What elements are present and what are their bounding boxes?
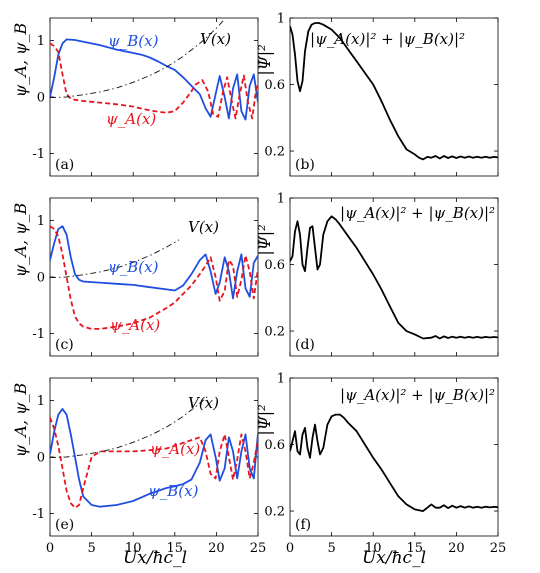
annotation-psiA: ψ_A(x) <box>110 316 160 334</box>
y-tick-label: 0.2 <box>264 325 285 340</box>
y-tick-label: 0.2 <box>264 505 285 520</box>
panel-2: -1 0 1 ψ_A, ψ_B ψ_B(x) ψ_A(x) V(x) (c) <box>11 197 259 357</box>
y-tick-label: -1 <box>32 147 45 162</box>
panel-label: (b) <box>295 157 315 173</box>
series-line <box>290 215 498 340</box>
annotation-psiB: ψ_B(x) <box>108 32 159 50</box>
annotation-psiB: ψ_B(x) <box>148 482 199 500</box>
panel-label: (d) <box>295 337 315 353</box>
panel-0: -1 0 1 ψ_A, ψ_B ψ_B(x) ψ_A(x) V(x) (a) <box>11 17 259 177</box>
series-line <box>290 413 498 513</box>
y-tick-label: 0.2 <box>264 145 285 160</box>
panel-5: 0 5 10 15 20 25 0.2 0.6 1 |Ψ|² |ψ_A(x)|² + |ψ_B(x)… <box>255 372 506 557</box>
x-tick-label: 0 <box>286 541 294 556</box>
series-line <box>50 408 258 508</box>
panel-3: 0.2 0.6 1 |Ψ|² |ψ_A(x)|² + |ψ_B(x)|² (d) <box>255 192 499 357</box>
annotation-V: V(x) <box>188 218 219 236</box>
axes-frame <box>289 377 499 537</box>
y-tick-label: 0.6 <box>264 78 285 93</box>
annotation-norm: |ψ_A(x)|² + |ψ_B(x)|² <box>340 204 495 222</box>
panel-label: (c) <box>55 337 74 353</box>
y-tick-label: -1 <box>32 327 45 342</box>
series-line <box>50 225 258 300</box>
y-tick-label: 1 <box>37 394 45 409</box>
series-line <box>50 417 258 509</box>
x-tick-label: 15 <box>407 541 424 556</box>
y-tick-label: 0 <box>37 91 45 106</box>
y-axis-label: ψ_A, ψ_B <box>11 22 30 97</box>
y-axis-label: ψ_A, ψ_B <box>11 382 30 457</box>
annotation-psiA: ψ_A(x) <box>106 110 156 128</box>
axes-frame <box>289 17 499 177</box>
y-axis-label: |Ψ|² <box>255 224 274 255</box>
y-tick-label: 1 <box>277 372 285 387</box>
y-tick-label: -1 <box>32 507 45 522</box>
panel-label: (e) <box>55 517 74 533</box>
annotation-psiA: ψ_A(x) <box>150 440 200 458</box>
series-line <box>290 22 498 161</box>
panel-4: 0 5 10 15 20 25 -1 0 1 ψ_A, ψ_B ψ_B(x) ψ_A(x) V(x) (e… <box>11 377 267 556</box>
annotation-norm: |ψ_A(x)|² + |ψ_B(x)|² <box>340 386 495 404</box>
x-tick-label: 0 <box>46 541 54 556</box>
series-line <box>50 38 258 121</box>
y-axis-label: |Ψ|² <box>255 404 274 435</box>
series-line <box>50 395 209 459</box>
annotation-V: V(x) <box>188 394 219 412</box>
series-line <box>50 225 258 330</box>
series-line <box>50 42 258 120</box>
x-axis-label-right: Ux/ħc_l <box>362 548 426 568</box>
y-axis-label: ψ_A, ψ_B <box>11 202 30 277</box>
x-tick-label: 15 <box>167 541 184 556</box>
axes-frame <box>289 197 499 357</box>
y-axis-label: |Ψ|² <box>255 44 274 75</box>
x-tick-label: 20 <box>448 541 465 556</box>
annotation-psiB: ψ_B(x) <box>108 258 159 276</box>
y-tick-label: 0.6 <box>264 258 285 273</box>
x-tick-label: 20 <box>208 541 225 556</box>
x-tick-label: 25 <box>250 541 267 556</box>
panels-group: -1 0 1 ψ_A, ψ_B ψ_B(x) ψ_A(x) V(x) (a) 0.2 0.6 1 |Ψ… <box>11 12 506 557</box>
panel-label: (f) <box>295 517 311 533</box>
y-tick-label: 0 <box>37 451 45 466</box>
panel-1: 0.2 0.6 1 |Ψ|² |ψ_A(x)|² + |ψ_B(x)|² (b) <box>255 12 499 177</box>
y-tick-label: 1 <box>37 34 45 49</box>
x-tick-label: 5 <box>87 541 95 556</box>
annotation-norm: |ψ_A(x)|² + |ψ_B(x)|² <box>310 30 465 48</box>
y-tick-label: 1 <box>37 214 45 229</box>
y-tick-label: 1 <box>277 192 285 207</box>
x-tick-label: 10 <box>365 541 382 556</box>
y-tick-label: 0 <box>37 271 45 286</box>
x-tick-label: 5 <box>327 541 335 556</box>
x-tick-label: 25 <box>490 541 507 556</box>
x-axis-label-left: Ux/ħc_l <box>123 548 187 568</box>
panel-label: (a) <box>55 157 74 173</box>
x-tick-label: 10 <box>125 541 142 556</box>
series-line <box>50 18 226 99</box>
y-tick-label: 0.6 <box>264 438 285 453</box>
y-tick-label: 1 <box>277 12 285 27</box>
annotation-V: V(x) <box>200 30 231 48</box>
